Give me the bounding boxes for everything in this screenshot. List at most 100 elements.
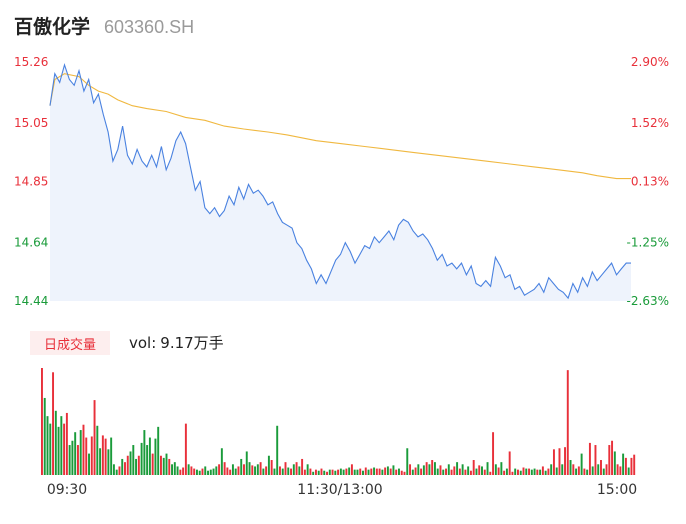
chart-header: 百傲化学 603360.SH [14, 12, 194, 40]
volume-bar [190, 466, 193, 475]
volume-bar [270, 460, 273, 475]
volume-bar [619, 466, 622, 475]
volume-bar [320, 468, 323, 475]
volume-bar [364, 467, 367, 475]
volume-bar [594, 445, 597, 475]
volume-bar [536, 469, 539, 475]
y-tick-label-right: -2.63% [627, 294, 669, 308]
volume-bar [93, 400, 96, 475]
volume-bar [151, 453, 154, 475]
volume-bar [135, 458, 138, 475]
volume-bar [539, 469, 542, 475]
volume-bar [436, 468, 439, 475]
volume-readout: vol: 9.17万手 [129, 332, 224, 353]
volume-bar [57, 426, 60, 475]
volume-bar [461, 464, 464, 475]
volume-bar [378, 468, 381, 475]
volume-bar [456, 462, 459, 475]
volume-bar [511, 471, 514, 475]
volume-bar [115, 469, 118, 475]
volume-bar [226, 467, 229, 475]
volume-bar [583, 468, 586, 475]
volume-bar [240, 458, 243, 475]
daily-volume-tab[interactable]: 日成交量 [30, 331, 110, 355]
volume-bar [256, 464, 259, 475]
y-tick-label-right: -1.25% [627, 236, 669, 250]
x-tick-label: 11:30/13:00 [297, 482, 382, 498]
volume-bar [195, 469, 198, 475]
volume-bar [597, 464, 600, 475]
volume-bar [605, 464, 608, 475]
volume-bar [564, 447, 566, 475]
price-area [50, 64, 631, 302]
volume-bar [602, 468, 605, 475]
volume-bar [96, 425, 99, 475]
volume-bar [348, 467, 351, 475]
volume-bar [428, 464, 431, 475]
volume-bar [295, 462, 298, 475]
volume-bar [353, 469, 356, 475]
volume-bar [231, 464, 234, 475]
volume-bar [522, 467, 525, 475]
volume-bar [281, 468, 284, 475]
volume-bar [350, 464, 353, 475]
volume-bar [218, 464, 221, 475]
volume-bar [550, 464, 553, 475]
volume-bar [433, 462, 436, 475]
avg-price-line [49, 73, 631, 180]
volume-bar [359, 468, 362, 475]
x-tick-label: 15:00 [597, 482, 637, 498]
volume-bar [171, 464, 174, 475]
volume-bar [558, 448, 561, 475]
volume-bar [129, 451, 132, 475]
volume-bar [541, 466, 544, 475]
volume-bar [431, 460, 434, 475]
volume-bar [43, 397, 46, 475]
volume-bar [279, 466, 281, 475]
volume-bar [52, 372, 55, 475]
price-area-layer [50, 64, 631, 302]
volume-bar [101, 435, 104, 475]
volume-bar [389, 468, 392, 475]
volume-bar [530, 469, 533, 475]
volume-bar [168, 458, 171, 475]
volume-bar [184, 423, 187, 475]
stock-name: 百傲化学 [14, 16, 91, 38]
volume-bar [575, 468, 578, 475]
volume-bar [215, 466, 218, 475]
volume-bar [616, 464, 619, 475]
volume-bar [362, 470, 364, 475]
volume-bar [339, 468, 342, 475]
volume-bar [162, 457, 165, 475]
volume-bar [148, 437, 151, 475]
volume-bar [469, 470, 472, 475]
volume-bar [580, 453, 583, 475]
volume-layer [41, 368, 636, 475]
volume-bar [373, 467, 376, 475]
volume-bar [245, 451, 248, 475]
volume-bar [409, 464, 412, 475]
volume-bar [314, 469, 317, 475]
volume-bar [54, 410, 57, 475]
volume-bar [483, 469, 486, 475]
price-line-layer [49, 63, 631, 300]
y-tick-label-left: 15.05 [14, 116, 48, 130]
volume-bar [517, 469, 519, 475]
volume-bar [237, 466, 240, 475]
volume-bar [561, 464, 564, 475]
volume-bar [406, 448, 409, 475]
volume-bar [90, 436, 93, 475]
volume-bar [146, 445, 149, 475]
volume-bar [547, 468, 550, 475]
volume-bar [259, 462, 262, 475]
volume-bar [220, 448, 223, 475]
volume-bar [478, 465, 481, 475]
volume-bar [497, 467, 500, 475]
volume-bar [290, 468, 293, 475]
volume-value: 9.17万手 [160, 334, 224, 352]
volume-bar [425, 462, 428, 475]
volume-bar [420, 468, 423, 475]
volume-bar [276, 425, 279, 475]
x-axis-labels: 09:30 11:30/13:00 15:00 [47, 482, 637, 498]
